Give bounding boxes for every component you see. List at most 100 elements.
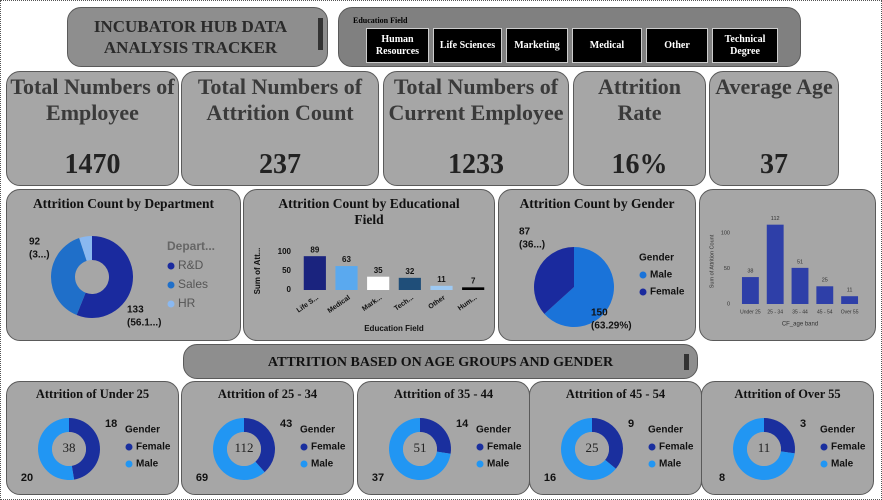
y-tick-label: 50 (724, 266, 730, 272)
kpi-card: Average Age 37 (709, 71, 839, 186)
legend-swatch (300, 443, 308, 451)
chart: 18 20 38 Gender Female Male (21, 418, 171, 484)
legend-title: Gender (300, 425, 335, 436)
kpi-card: Total Numbers of Attrition Count 237 (181, 71, 379, 186)
center-total: 51 (414, 440, 427, 455)
value-label: 133 (127, 305, 144, 316)
legend-swatch (639, 288, 647, 296)
slice (76, 236, 133, 318)
value-label: 32 (405, 267, 414, 276)
legend-swatch (167, 300, 175, 308)
legend-swatch (820, 460, 828, 468)
value-label: 89 (310, 245, 319, 254)
legend-swatch (167, 262, 175, 270)
legend-label: Female (659, 442, 694, 453)
value-label: 20 (21, 472, 33, 484)
kpi-value: 37 (760, 149, 788, 180)
kpi-card: Attrition Rate 16% (573, 71, 706, 186)
kpi-value: 1233 (448, 149, 504, 180)
percent-label: (63.29%) (591, 321, 632, 332)
slice (389, 418, 451, 480)
chart-card: Attrition of 45 - 54 9 16 25 Gender Female Mal… (529, 381, 702, 495)
kpi-value: 1470 (64, 149, 121, 180)
slice (534, 247, 574, 314)
center-total: 11 (758, 440, 771, 455)
donut-hole (227, 432, 261, 466)
y-tick-label: 50 (282, 266, 291, 275)
percent-label: (36...) (519, 240, 545, 251)
value-label: 38 (747, 269, 753, 275)
x-tick-label: Other (427, 294, 447, 311)
value-label: 14 (456, 418, 469, 430)
kpi-label: Total Numbers of Employee (10, 74, 175, 125)
legend-swatch (300, 460, 308, 468)
value-label: 43 (280, 418, 292, 430)
x-tick-label: Mark... (361, 294, 383, 312)
value-label: 63 (342, 255, 351, 264)
donut-hole (747, 432, 781, 466)
x-tick-label: 25 - 34 (767, 309, 783, 315)
y-axis-title: Sum of Att... (253, 248, 262, 295)
legend-label: R&D (178, 258, 204, 272)
value-label: 9 (628, 418, 634, 430)
value-label: 112 (771, 216, 780, 222)
legend-swatch (476, 460, 484, 468)
legend-label: Male (136, 459, 159, 470)
percent-label: (56.1...) (127, 318, 161, 329)
legend-title: Depart... (167, 239, 215, 253)
donut-hole (575, 432, 609, 466)
value-label: 11 (847, 288, 853, 294)
slice (420, 418, 451, 454)
kpi-value: 16% (611, 149, 668, 180)
slice (544, 247, 614, 327)
chart: 150 (63.29%) 87 (36...) Gender Male Female (519, 227, 685, 332)
y-tick-label: 100 (278, 247, 292, 256)
filter-card: Education Field Human Resources Life Scien… (338, 7, 801, 67)
x-tick-label: Medical (327, 294, 352, 314)
bar (816, 286, 834, 304)
value-label: 16 (544, 472, 556, 484)
chart: 3 8 11 Gender Female Male (719, 418, 866, 484)
bar (841, 296, 859, 304)
legend-title: Gender (639, 253, 674, 264)
chart-title: Attrition of Over 55 (734, 387, 841, 401)
bar (430, 285, 453, 290)
value-label: 51 (797, 259, 803, 265)
legend-swatch (476, 443, 484, 451)
scroll-indicator (318, 18, 323, 50)
chart-card: Attrition of 35 - 44 14 37 51 Gender Female Ma… (357, 381, 530, 495)
filter-button[interactable]: Human Resources (366, 28, 429, 63)
kpi-label: Attrition Rate (597, 74, 682, 125)
x-tick-label: 45 - 54 (817, 309, 833, 315)
chart-card: Attrition of 25 - 34 43 69 112 Gender Female M… (181, 381, 354, 495)
section-card: ATTRITION BASED ON AGE GROUPS AND GENDER (183, 344, 698, 379)
legend-label: Female (311, 442, 346, 453)
value-label: 35 (374, 266, 383, 275)
kpi-value: 237 (259, 149, 301, 180)
value-label: 7 (471, 276, 476, 285)
filter-button[interactable]: Life Sciences (433, 28, 502, 63)
bar (741, 277, 759, 304)
slice (51, 238, 87, 316)
legend-title: Gender (820, 425, 855, 436)
percent-label: (3...) (29, 250, 50, 261)
kpi-card: Total Numbers of Employee 1470 (6, 71, 179, 186)
legend-swatch (648, 460, 656, 468)
legend-title: Gender (648, 425, 683, 436)
bar (398, 277, 421, 290)
x-tick-label: Hum... (457, 294, 479, 312)
chart: 0 50 100 89 Life S... 63 Medical 35 Mark... 32 Tec… (253, 245, 485, 333)
legend-swatch (125, 460, 133, 468)
slice (561, 418, 616, 480)
filter-button[interactable]: Technical Degree (712, 28, 778, 63)
slice (38, 418, 75, 480)
filter-button[interactable]: Medical (572, 28, 642, 63)
value-label: 18 (105, 418, 117, 430)
chart-title: Attrition Count by Department (32, 196, 215, 211)
x-axis-title: Education Field (364, 324, 424, 333)
legend-label: Male (659, 459, 682, 470)
filter-button[interactable]: Other (646, 28, 708, 63)
legend-label: Female (831, 442, 866, 453)
filter-button[interactable]: Marketing (506, 28, 568, 63)
